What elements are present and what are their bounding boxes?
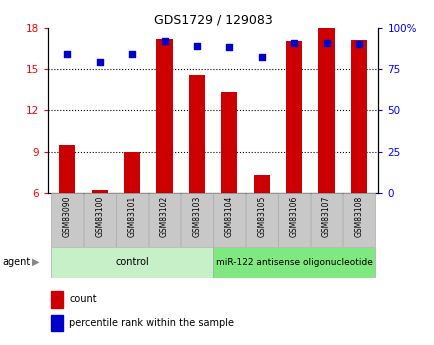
Bar [213, 193, 245, 247]
Text: ▶: ▶ [32, 257, 39, 267]
Bar [59, 145, 75, 193]
Text: GSM83101: GSM83101 [127, 196, 136, 237]
Bar [350, 40, 366, 193]
Text: GSM83104: GSM83104 [224, 196, 233, 237]
Point [290, 40, 297, 45]
Text: GSM83102: GSM83102 [160, 196, 169, 237]
Text: GSM83090: GSM83090 [62, 196, 72, 237]
Bar [253, 175, 269, 193]
Bar [148, 193, 180, 247]
Bar [221, 92, 237, 193]
Bar [181, 193, 212, 247]
Bar [245, 193, 277, 247]
Text: control: control [115, 257, 149, 267]
Bar [51, 247, 213, 278]
Bar [342, 193, 374, 247]
Text: GSM83103: GSM83103 [192, 196, 201, 237]
Bar [51, 315, 62, 331]
Point [128, 51, 135, 57]
Bar [318, 28, 334, 193]
Point [96, 60, 103, 65]
Point [193, 43, 200, 49]
Point [64, 51, 71, 57]
Text: miR-122 antisense oligonucleotide: miR-122 antisense oligonucleotide [215, 258, 372, 267]
Point [161, 38, 168, 43]
Bar [286, 41, 302, 193]
Text: GSM83108: GSM83108 [354, 196, 363, 237]
Text: agent: agent [2, 257, 30, 267]
Point [225, 45, 232, 50]
Point [322, 40, 329, 45]
Text: percentile rank within the sample: percentile rank within the sample [69, 318, 234, 328]
Bar [51, 291, 62, 308]
Bar [156, 39, 172, 193]
Bar [51, 193, 83, 247]
Text: GSM83107: GSM83107 [321, 196, 330, 237]
Text: GSM83100: GSM83100 [95, 196, 104, 237]
Title: GDS1729 / 129083: GDS1729 / 129083 [154, 13, 272, 27]
Text: count: count [69, 295, 97, 304]
Point [355, 41, 362, 47]
Bar [278, 193, 309, 247]
Bar [124, 152, 140, 193]
Text: GSM83105: GSM83105 [256, 196, 266, 237]
Bar [84, 193, 115, 247]
Text: GSM83106: GSM83106 [289, 196, 298, 237]
Bar [310, 193, 342, 247]
Bar [188, 75, 204, 193]
Bar [213, 247, 375, 278]
Bar [116, 193, 148, 247]
Point [258, 55, 265, 60]
Bar [92, 190, 108, 193]
